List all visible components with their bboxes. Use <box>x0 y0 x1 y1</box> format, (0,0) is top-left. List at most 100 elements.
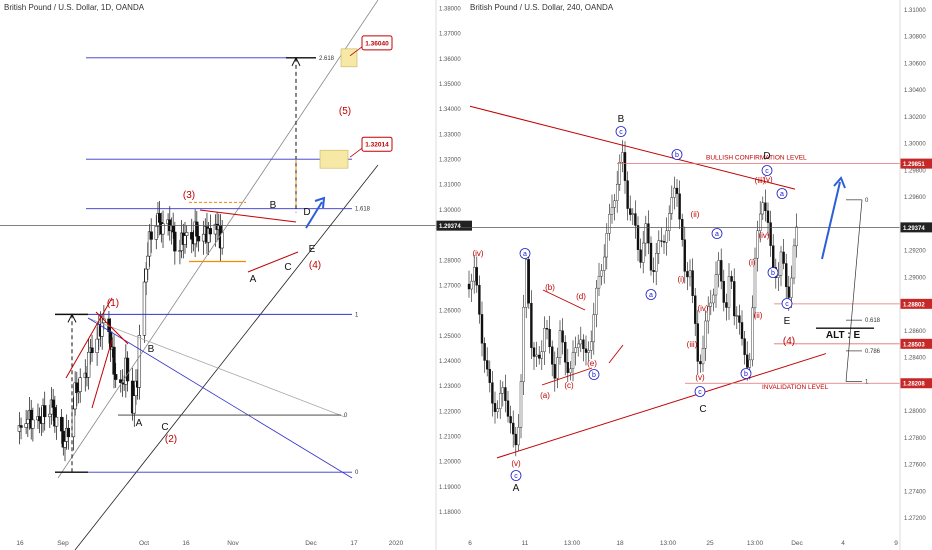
h4-price-callout-box <box>900 338 932 349</box>
daily-candle-body <box>48 413 52 418</box>
h4-candle-body <box>756 230 759 259</box>
daily-candle-body <box>112 346 116 375</box>
daily-chart-title: British Pound / U.S. Dollar, 1D, OANDA <box>4 3 145 12</box>
daily-wave-label: (2) <box>165 434 177 445</box>
h4-candle-body <box>522 306 525 382</box>
daily-candle-body <box>43 405 47 418</box>
h4-candle-body <box>668 213 671 231</box>
h4-x-tick: 18 <box>616 540 624 547</box>
h4-wave-circle <box>740 368 752 379</box>
h4-wave-circle <box>767 267 779 278</box>
daily-candle-body <box>51 399 55 408</box>
h4-candle-body <box>629 208 632 215</box>
daily-candle-body <box>201 233 206 242</box>
daily-wave-label: C <box>284 262 291 273</box>
daily-y-tick: 1.21000 <box>439 434 461 440</box>
daily-blue-arrow-shaft <box>305 201 323 229</box>
daily-x-tick: Nov <box>227 540 239 547</box>
h4-candle-body <box>592 314 595 343</box>
h4-wave-labels: (iv)(v)cAa(a)(b)(c)(d)(e)bBcba(i)(ii)(ii… <box>472 114 795 494</box>
h4-wave-circle <box>694 386 706 397</box>
h4-candle-body <box>675 187 679 194</box>
h4-candle-body <box>764 202 767 212</box>
h4-candle-body <box>501 387 504 394</box>
h4-wave-label: (iii) <box>755 176 766 185</box>
daily-candle-body <box>100 322 104 337</box>
h4-candle-body <box>480 314 484 344</box>
daily-candle-body <box>190 232 194 240</box>
h4-candle-body <box>787 286 790 298</box>
h4-current-price-text: 1.29374 <box>903 226 925 232</box>
h4-candle-body <box>733 281 736 317</box>
h4-x-tick: 13:00 <box>564 540 581 547</box>
h4-x-tick: 6 <box>468 540 472 547</box>
h4-candle-body <box>597 275 601 289</box>
daily-candle-body <box>66 427 71 438</box>
h4-wave-label: (e) <box>587 359 597 368</box>
daily-candle-body <box>195 221 199 237</box>
h4-candle-body <box>504 387 507 401</box>
h4-candle-body <box>621 152 624 163</box>
h4-y-tick: 1.30400 <box>904 88 926 94</box>
h4-fib-label: 0.786 <box>865 349 881 355</box>
daily-y-tick: 1.23000 <box>439 384 461 390</box>
h4-candle-body <box>662 241 666 243</box>
h4-candle-body <box>707 306 710 322</box>
daily-blue-trendline <box>87 317 353 479</box>
h4-candle-body <box>584 348 588 353</box>
h4-candle-body <box>579 339 582 345</box>
h4-upper-trendline <box>469 105 796 190</box>
daily-candle-body <box>154 225 158 240</box>
daily-red-trendline <box>199 209 297 223</box>
daily-chart: British Pound / U.S. Dollar, 1D, OANDA 1… <box>0 0 472 550</box>
h4-wave-label: E <box>784 316 791 327</box>
h4-candle-body <box>467 283 471 290</box>
h4-candle-body <box>545 328 549 330</box>
daily-candle-body <box>95 338 99 353</box>
daily-price-callout-box <box>361 35 393 51</box>
h4-candle-body <box>600 270 603 277</box>
h4-time-axis: 6 11 13:00 18 13:00 25 13:00 Dec 4 9 <box>468 540 898 547</box>
h4-y-tick: 1.30800 <box>904 35 926 41</box>
h4-candle-body <box>564 342 567 363</box>
h4-y-tick: 1.27400 <box>904 489 926 495</box>
daily-x-tick: Dec <box>305 540 317 547</box>
h4-candle-body <box>753 257 757 309</box>
daily-wave-label: A <box>136 418 143 429</box>
daily-y-tick: 1.37000 <box>439 32 461 38</box>
h4-wave-label: (ii) <box>754 311 763 320</box>
h4-wave-label: b <box>744 371 748 378</box>
daily-red-trendline <box>95 311 129 345</box>
h4-x-tick: Dec <box>791 540 803 547</box>
daily-y-tick: 1.38000 <box>439 7 461 13</box>
h4-candle-body <box>577 343 580 348</box>
h4-candle-body <box>605 233 608 258</box>
h4-wave-circle <box>671 149 683 160</box>
h4-candle-body <box>566 362 569 373</box>
h4-candle-body <box>595 287 598 315</box>
daily-candle-body <box>38 416 42 422</box>
h4-x-tick: 9 <box>894 540 898 547</box>
h4-candle-body <box>720 260 723 282</box>
h4-y-tick: 1.27600 <box>904 463 926 469</box>
h4-wave-label: (ii) <box>691 210 700 219</box>
h4-y-tick: 1.29600 <box>904 195 926 201</box>
h4-candle-body <box>488 368 491 383</box>
daily-wave-label: B <box>148 344 155 355</box>
daily-price-callout-box <box>361 136 393 152</box>
h4-y-tick: 1.30200 <box>904 115 926 121</box>
h4-wave-label: D <box>763 151 770 162</box>
h4-candle-body <box>709 302 712 307</box>
h4-candle-body <box>470 280 473 290</box>
h4-candle-body <box>623 152 627 181</box>
daily-y-tick: 1.26000 <box>439 309 461 315</box>
h4-wave-label: b <box>771 270 775 277</box>
h4-red-subline <box>542 289 586 311</box>
daily-candle-body <box>183 235 187 245</box>
daily-candle-body <box>137 335 142 388</box>
daily-time-axis: 16 Sep Oct 16 Nov Dec 17 2020 <box>16 540 403 547</box>
h4-candle-body <box>558 330 562 358</box>
h4-y-tick: 1.28400 <box>904 356 926 362</box>
h4-x-tick: 13:00 <box>660 540 677 547</box>
daily-target-box <box>340 48 358 68</box>
